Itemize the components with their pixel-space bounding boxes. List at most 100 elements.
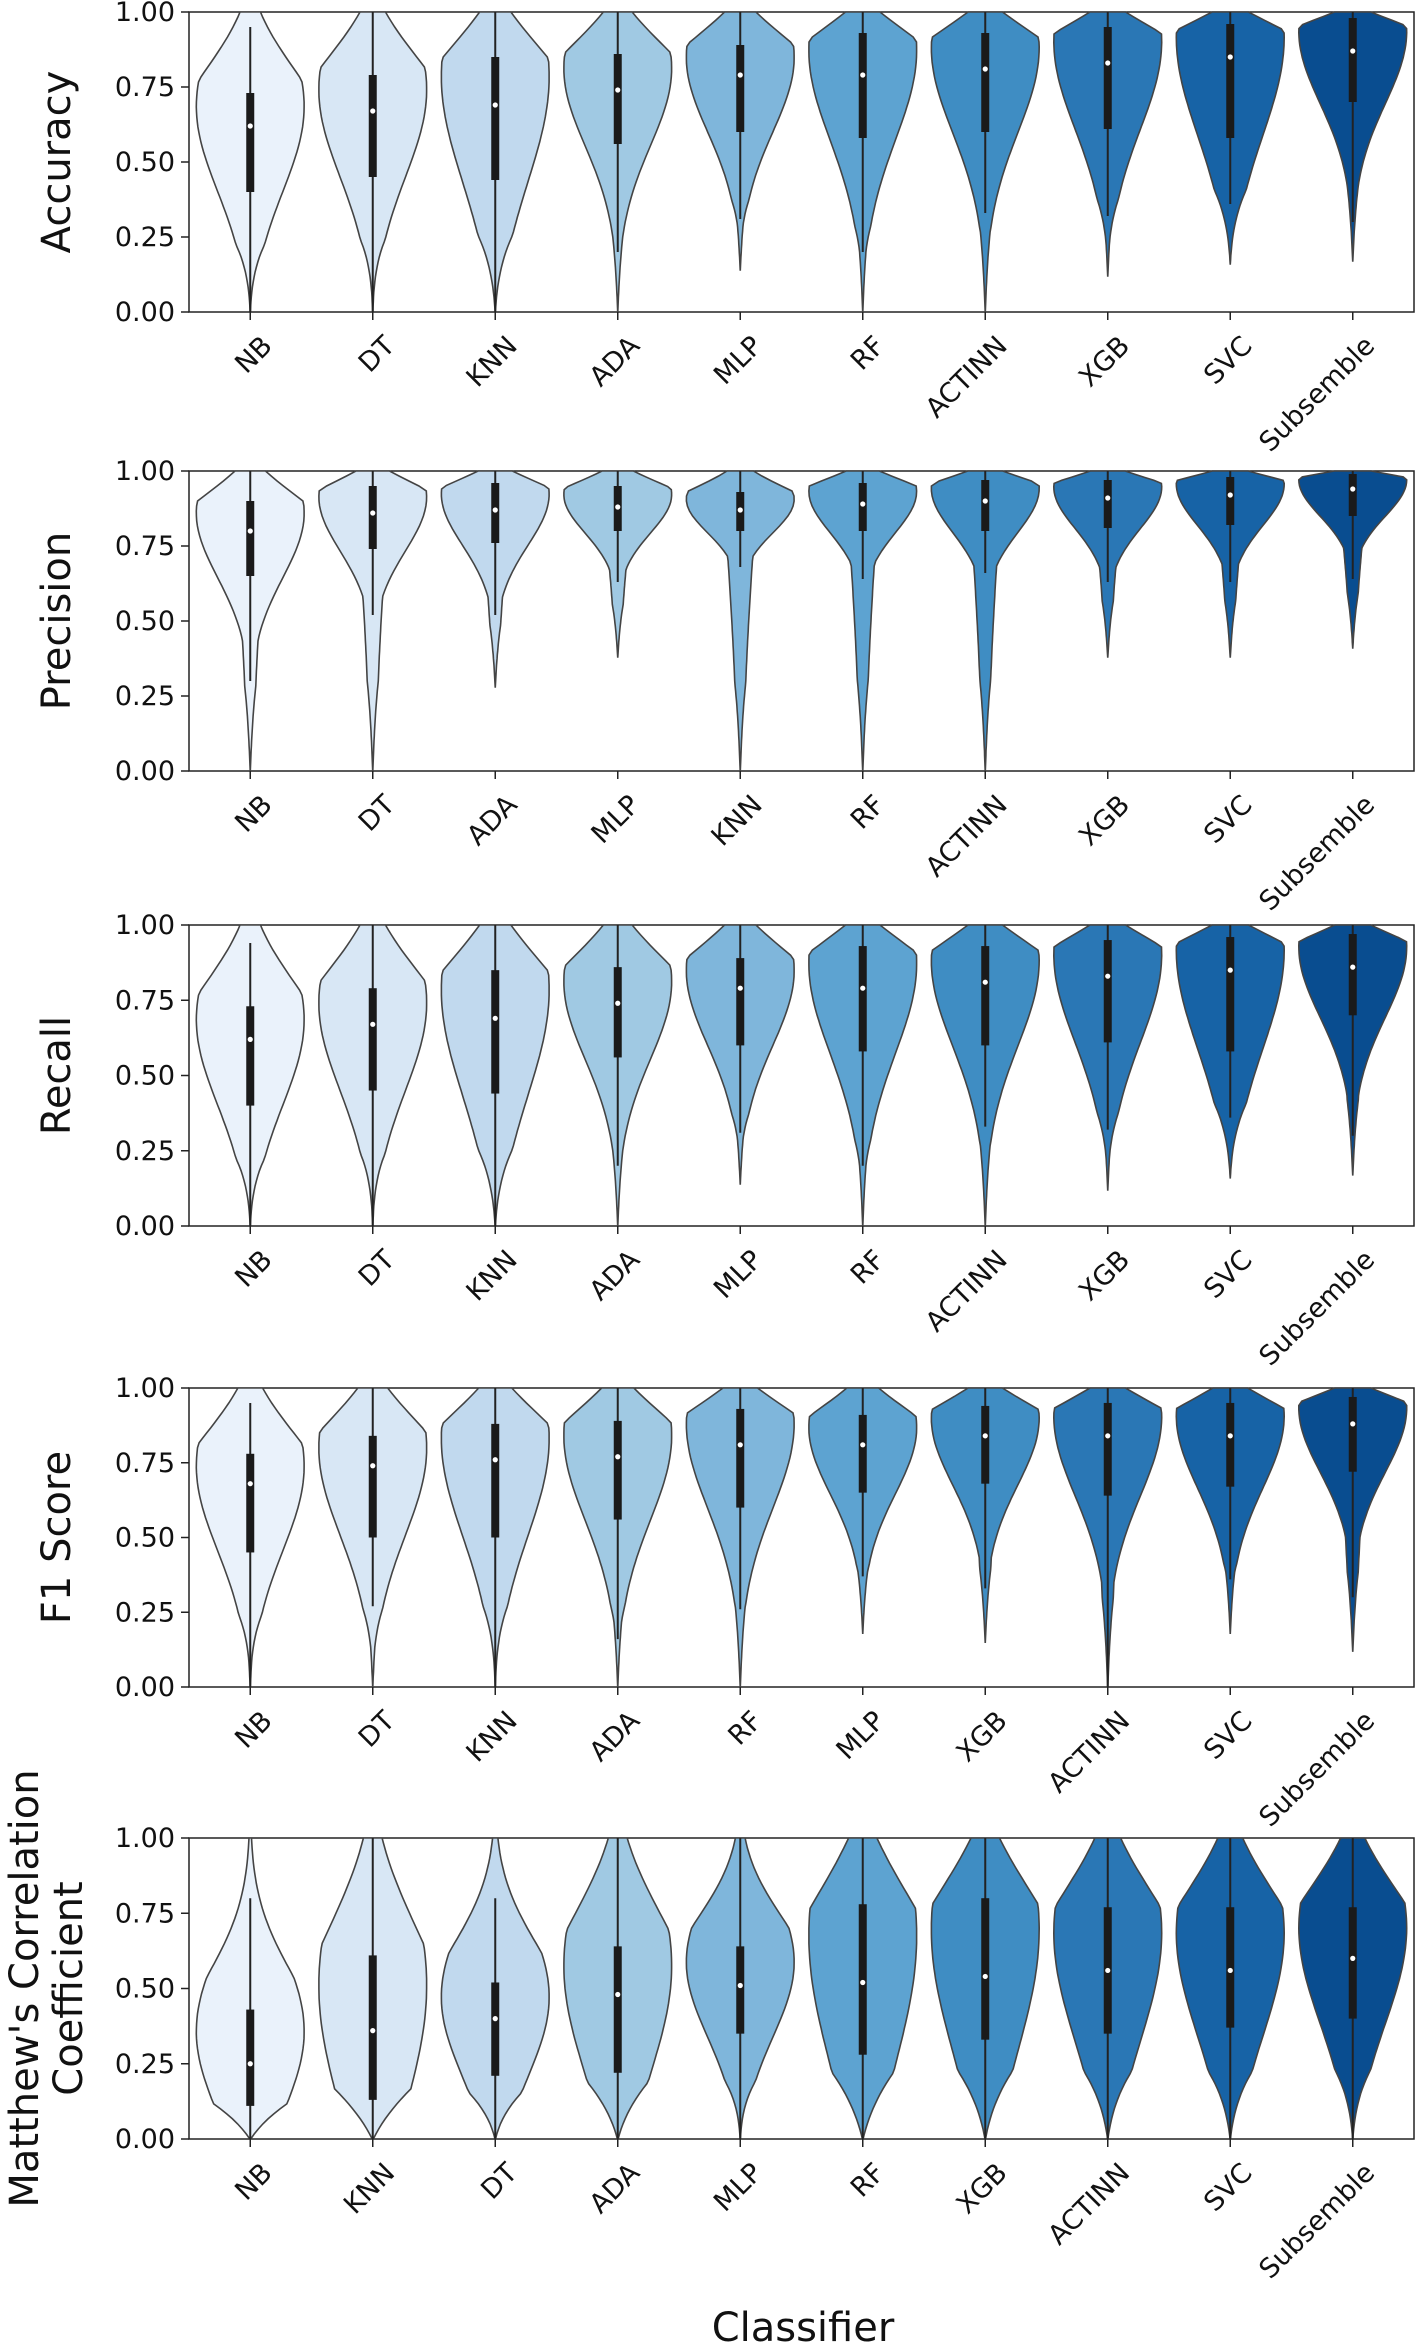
violin-ADA xyxy=(563,1387,673,1688)
x-tick-label: DT xyxy=(353,789,402,838)
violin-SVC xyxy=(1175,1387,1286,1634)
y-tick-label: 1.00 xyxy=(115,456,175,487)
panel-2: 0.00 0.25 0.50 0.75 1.00 Precision NB DT ADA MLP K… xyxy=(34,456,1415,917)
violin-body xyxy=(930,470,1041,772)
violin-median xyxy=(982,1433,988,1439)
violin-median xyxy=(1350,1421,1356,1427)
violin-Subsemble xyxy=(1298,1387,1408,1652)
x-tick-label: ADA xyxy=(584,2157,647,2220)
x-tick-label: NB xyxy=(229,1705,278,1754)
violin-ADA xyxy=(563,11,673,313)
violin-median xyxy=(982,979,988,985)
violin-ACTINN xyxy=(930,924,1041,1227)
x-tick-label: RF xyxy=(722,1705,768,1751)
violin-NB xyxy=(195,470,305,772)
x-tick-label: ADA xyxy=(461,789,524,852)
x-tick-label: XGB xyxy=(1073,330,1136,393)
violin-iqr-box xyxy=(1103,940,1112,1043)
violin-median xyxy=(860,1442,866,1448)
violin-median xyxy=(1227,1433,1233,1439)
x-tick-label: Subsemble xyxy=(1253,789,1381,917)
x-tick-label: MLP xyxy=(708,1244,769,1305)
x-tick-label: RF xyxy=(845,789,891,835)
violin-DT xyxy=(318,470,428,772)
violin-iqr-box xyxy=(368,1435,377,1538)
x-tick-label: ACTINN xyxy=(1042,2157,1136,2251)
violin-body xyxy=(808,470,918,772)
violin-iqr-box xyxy=(736,958,745,1046)
violin-median xyxy=(1105,973,1111,979)
violin-median xyxy=(737,72,743,78)
violin-median xyxy=(1227,492,1233,498)
violin-SVC xyxy=(1175,470,1286,658)
y-tick-label: 0.25 xyxy=(115,1597,175,1628)
violin-iqr-box xyxy=(368,1955,377,2100)
violin-median xyxy=(1350,48,1356,54)
violin-iqr-box xyxy=(858,946,867,1052)
violin-DT xyxy=(440,1837,550,2140)
x-tick-label: NB xyxy=(229,789,278,838)
violin-iqr-box xyxy=(1348,474,1357,516)
violin-median xyxy=(860,501,866,507)
violin-median xyxy=(370,1463,376,1469)
violin-iqr-box xyxy=(491,57,500,180)
violin-body xyxy=(318,470,428,772)
violin-DT xyxy=(318,11,428,313)
y-tick-label: 0.50 xyxy=(115,1523,175,1554)
violin-iqr-box xyxy=(491,1982,500,2076)
violin-median xyxy=(982,66,988,72)
panel-4: 0.00 0.25 0.50 0.75 1.00 F1 Score NB DT KNN ADA RF… xyxy=(34,1373,1415,1833)
violin-median xyxy=(370,510,376,516)
y-tick-label: 0.75 xyxy=(115,72,175,103)
y-tick-label: 0.00 xyxy=(115,1672,175,1703)
violin-body xyxy=(685,470,795,772)
x-tick-label: ACTINN xyxy=(1042,1705,1136,1799)
y-tick-label: 0.50 xyxy=(115,147,175,178)
panel-1: 0.00 0.25 0.50 0.75 1.00 Accuracy NB DT KNN ADA ML… xyxy=(34,0,1415,458)
violin-XGB xyxy=(930,1837,1041,2140)
violin-iqr-box xyxy=(858,33,867,138)
x-tick-label: DT xyxy=(475,2157,524,2206)
violin-median xyxy=(615,1991,621,1998)
x-tick-label: MLP xyxy=(586,789,647,850)
violin-DT xyxy=(318,1387,428,1688)
x-tick-label: ADA xyxy=(584,330,647,393)
y-axis-title: Coefficient xyxy=(46,1881,92,2095)
x-tick-label: ADA xyxy=(584,1705,647,1768)
violin-ACTINN xyxy=(1052,1837,1163,2140)
violin-iqr-box xyxy=(491,970,500,1094)
x-tick-label: SVC xyxy=(1198,1244,1258,1304)
violin-iqr-box xyxy=(858,483,867,531)
x-tick-label: Subsemble xyxy=(1253,1244,1381,1372)
x-tick-label: MLP xyxy=(708,2157,769,2218)
violin-median xyxy=(247,528,253,534)
violin-median xyxy=(370,1021,376,1027)
violin-iqr-box xyxy=(368,75,377,177)
violin-median xyxy=(737,1442,743,1448)
violin-median xyxy=(615,87,621,93)
violin-iqr-box xyxy=(368,486,377,549)
violin-NB xyxy=(195,924,305,1227)
violin-iqr-box xyxy=(246,93,255,192)
y-tick-label: 0.25 xyxy=(115,222,175,253)
violin-iqr-box xyxy=(613,54,622,144)
violin-iqr-box xyxy=(1226,24,1235,138)
x-tick-label: NB xyxy=(229,1244,278,1293)
violin-SVC xyxy=(1175,924,1286,1179)
violin-median xyxy=(1105,1433,1111,1439)
y-tick-label: 0.75 xyxy=(115,1898,175,1929)
x-tick-label: XGB xyxy=(1073,789,1136,852)
violin-iqr-box xyxy=(1226,477,1235,525)
violin-RF xyxy=(808,11,918,313)
violin-median xyxy=(860,72,866,78)
violin-ADA xyxy=(563,924,673,1227)
x-tick-label: MLP xyxy=(831,1705,892,1766)
violin-MLP xyxy=(808,1387,918,1634)
violin-iqr-box xyxy=(981,33,990,132)
y-tick-label: 0.25 xyxy=(115,681,175,712)
violin-median xyxy=(1227,1967,1233,1974)
violin-iqr-box xyxy=(246,1453,255,1553)
violin-iqr-box xyxy=(981,480,990,531)
violin-iqr-box xyxy=(246,501,255,576)
